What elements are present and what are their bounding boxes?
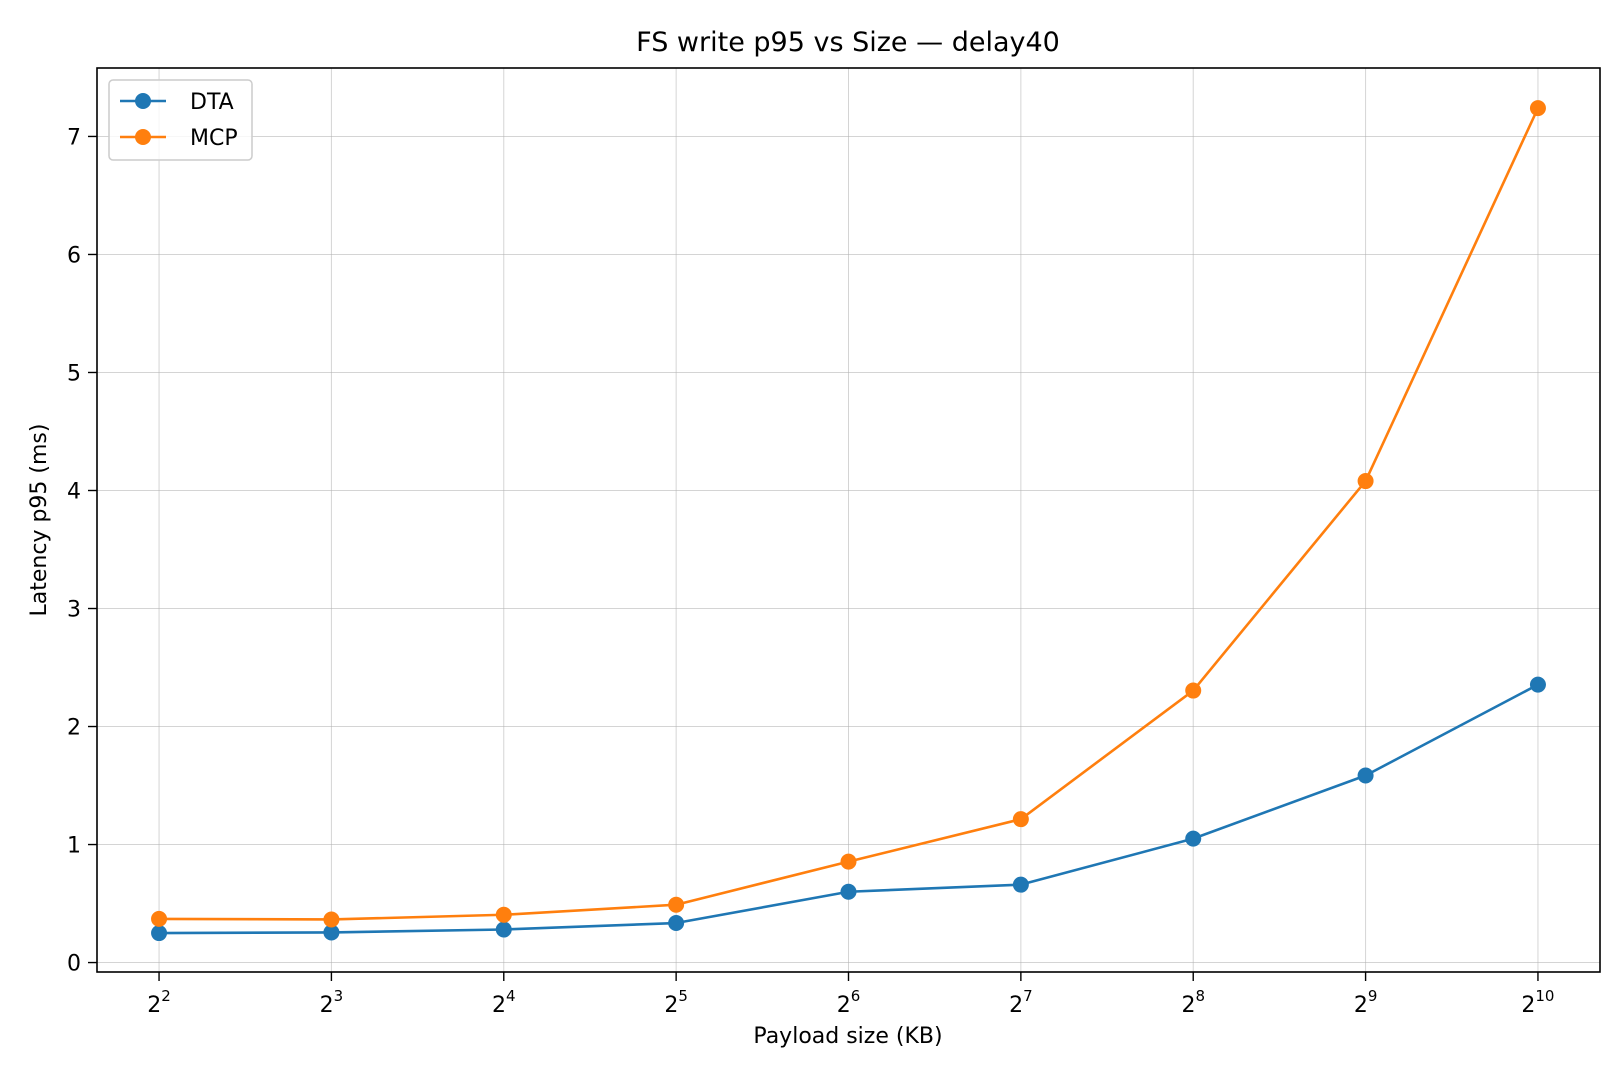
chart-title: FS write p95 vs Size — delay40 bbox=[636, 27, 1060, 58]
x-tick-label: 23 bbox=[320, 987, 344, 1018]
legend-label-mcp: MCP bbox=[190, 126, 238, 151]
y-tick-label: 2 bbox=[67, 716, 81, 741]
y-tick-label: 5 bbox=[67, 361, 81, 386]
data-point-mcp bbox=[668, 896, 685, 913]
data-point-dta bbox=[1185, 830, 1202, 847]
series-layer bbox=[151, 100, 1546, 942]
data-point-dta bbox=[1529, 676, 1546, 693]
x-tick-label: 29 bbox=[1354, 987, 1378, 1018]
data-point-dta bbox=[840, 883, 857, 900]
y-tick-label: 1 bbox=[67, 834, 81, 859]
x-tick-label: 25 bbox=[664, 987, 688, 1018]
data-point-mcp bbox=[840, 853, 857, 870]
x-axis: 22 23 24 25 26 27 28 29 210 bbox=[147, 972, 1554, 1018]
legend-marker-dta bbox=[135, 93, 151, 109]
data-point-dta bbox=[1012, 876, 1029, 893]
data-point-dta bbox=[151, 925, 168, 942]
x-tick-label: 210 bbox=[1521, 987, 1554, 1018]
x-tick-label: 28 bbox=[1181, 987, 1205, 1018]
x-axis-label: Payload size (KB) bbox=[753, 1024, 942, 1049]
data-point-dta bbox=[323, 924, 340, 941]
x-tick-label: 26 bbox=[837, 987, 861, 1018]
data-point-mcp bbox=[1357, 473, 1374, 490]
y-tick-label: 4 bbox=[67, 479, 81, 504]
y-axis: 0 1 2 3 4 5 6 7 bbox=[67, 125, 97, 977]
x-tick-label: 24 bbox=[492, 987, 516, 1018]
data-point-mcp bbox=[1529, 100, 1546, 117]
y-tick-label: 3 bbox=[67, 598, 81, 623]
data-point-mcp bbox=[1185, 682, 1202, 699]
data-point-mcp bbox=[495, 906, 512, 923]
legend-label-dta: DTA bbox=[190, 90, 234, 115]
data-point-dta bbox=[668, 915, 685, 932]
data-point-mcp bbox=[323, 911, 340, 928]
data-point-dta bbox=[495, 921, 512, 938]
data-point-mcp bbox=[1012, 811, 1029, 828]
data-point-dta bbox=[1357, 767, 1374, 784]
y-tick-label: 0 bbox=[67, 952, 81, 977]
x-tick-label: 27 bbox=[1009, 987, 1033, 1018]
data-point-mcp bbox=[151, 910, 168, 927]
legend-marker-mcp bbox=[135, 129, 151, 145]
y-tick-label: 7 bbox=[67, 125, 81, 150]
grid bbox=[97, 68, 1600, 972]
legend: DTA MCP bbox=[108, 79, 253, 161]
y-axis-label: Latency p95 (ms) bbox=[27, 424, 52, 617]
y-tick-label: 6 bbox=[67, 243, 81, 268]
x-tick-label: 22 bbox=[147, 987, 171, 1018]
